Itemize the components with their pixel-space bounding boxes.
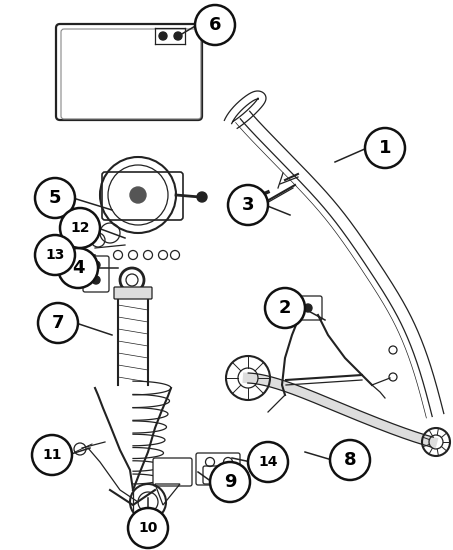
Circle shape bbox=[58, 248, 98, 288]
FancyBboxPatch shape bbox=[56, 24, 202, 120]
Circle shape bbox=[130, 187, 146, 203]
Circle shape bbox=[195, 5, 235, 45]
Circle shape bbox=[304, 304, 312, 312]
Circle shape bbox=[365, 128, 405, 168]
FancyBboxPatch shape bbox=[102, 172, 183, 220]
Text: 1: 1 bbox=[379, 139, 391, 157]
Text: 7: 7 bbox=[52, 314, 64, 332]
FancyBboxPatch shape bbox=[296, 296, 322, 320]
Circle shape bbox=[228, 185, 268, 225]
Circle shape bbox=[92, 261, 100, 269]
FancyBboxPatch shape bbox=[114, 287, 152, 299]
Text: 5: 5 bbox=[49, 189, 61, 207]
Text: 9: 9 bbox=[224, 473, 236, 491]
Circle shape bbox=[128, 508, 168, 548]
Text: 14: 14 bbox=[258, 455, 278, 469]
Circle shape bbox=[197, 192, 207, 202]
Text: 4: 4 bbox=[72, 259, 84, 277]
FancyBboxPatch shape bbox=[153, 458, 192, 486]
Text: 6: 6 bbox=[209, 16, 221, 34]
Circle shape bbox=[38, 303, 78, 343]
Circle shape bbox=[248, 442, 288, 482]
Text: 8: 8 bbox=[344, 451, 357, 469]
Text: 3: 3 bbox=[242, 196, 254, 214]
Circle shape bbox=[265, 288, 305, 328]
FancyBboxPatch shape bbox=[203, 466, 235, 484]
FancyBboxPatch shape bbox=[83, 256, 109, 292]
Text: 10: 10 bbox=[138, 521, 158, 535]
Circle shape bbox=[174, 32, 182, 40]
Circle shape bbox=[60, 208, 100, 248]
Circle shape bbox=[92, 276, 100, 284]
Text: 11: 11 bbox=[42, 448, 62, 462]
Circle shape bbox=[35, 178, 75, 218]
Circle shape bbox=[32, 435, 72, 475]
FancyBboxPatch shape bbox=[196, 453, 240, 485]
Text: 13: 13 bbox=[45, 248, 65, 262]
Circle shape bbox=[330, 440, 370, 480]
Circle shape bbox=[159, 32, 167, 40]
Circle shape bbox=[35, 235, 75, 275]
Text: 2: 2 bbox=[279, 299, 291, 317]
Text: 12: 12 bbox=[70, 221, 90, 235]
Circle shape bbox=[210, 462, 250, 502]
